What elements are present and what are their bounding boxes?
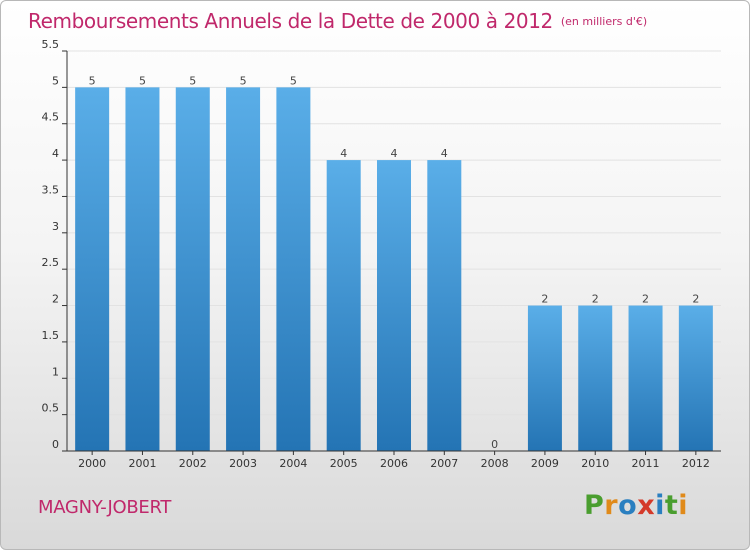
bar-2003 [226, 87, 261, 451]
y-tick-label: 2.5 [42, 256, 60, 269]
y-tick-label: 1.5 [42, 329, 60, 342]
bar-2009 [527, 305, 562, 451]
y-tick-label: 4.5 [42, 111, 60, 124]
y-tick-label: 2 [52, 293, 59, 306]
logo-letter: P [584, 490, 605, 521]
x-tick-label: 2011 [632, 457, 660, 470]
value-label: 5 [89, 74, 96, 87]
x-tick-label: 2010 [581, 457, 609, 470]
x-tick-label: 2006 [380, 457, 408, 470]
x-tick-label: 2012 [682, 457, 710, 470]
chart-subtitle: (en milliers d'€) [560, 15, 648, 28]
x-tick-label: 2001 [128, 457, 156, 470]
y-tick-label: 3.5 [42, 183, 60, 196]
proxiti-logo: Proxiti [584, 490, 688, 521]
logo-letter: r [604, 490, 619, 521]
x-tick-label: 2008 [481, 457, 509, 470]
labels: 0 0.5 1 1.5 2 2.5 3 3.5 4 4.5 5 5.5 5 2000 5 2001 5 2002 5… [42, 38, 710, 470]
x-tick-label: 2003 [229, 457, 257, 470]
bar-2011 [628, 305, 663, 451]
value-label: 2 [642, 293, 649, 306]
x-tick-label: 2005 [330, 457, 358, 470]
x-tick-label: 2004 [279, 457, 307, 470]
value-label: 5 [139, 74, 146, 87]
bar-2002 [175, 87, 210, 451]
value-label: 5 [240, 74, 247, 87]
x-tick-label: 2009 [531, 457, 559, 470]
bar-2007 [427, 160, 462, 451]
x-tick-label: 2002 [179, 457, 207, 470]
value-label: 0 [491, 438, 498, 451]
y-tick-label: 4 [52, 147, 59, 160]
value-label: 4 [441, 147, 448, 160]
bar-2000 [75, 87, 110, 451]
bar-2010 [578, 305, 613, 451]
axes [62, 50, 721, 455]
value-label: 4 [391, 147, 398, 160]
y-tick-label: 0 [52, 438, 59, 451]
bar-2001 [125, 87, 160, 451]
y-tick-label: 5.5 [42, 38, 60, 51]
logo-letter: t [664, 490, 679, 521]
logo-letter: i [655, 490, 665, 521]
y-tick-label: 1 [52, 365, 59, 378]
bar-2005 [326, 160, 361, 451]
city-name: MAGNY-JOBERT [38, 497, 172, 518]
y-tick-label: 0.5 [42, 402, 60, 415]
x-tick-label: 2007 [430, 457, 458, 470]
value-label: 5 [189, 74, 196, 87]
bars [75, 87, 713, 451]
title-row: Remboursements Annuels de la Dette de 20… [28, 9, 647, 33]
y-tick-label: 5 [52, 74, 59, 87]
chart-title: Remboursements Annuels de la Dette de 20… [28, 9, 553, 33]
logo-letter: i [678, 490, 689, 521]
value-label: 5 [290, 74, 297, 87]
bar-2006 [377, 160, 411, 451]
value-label: 4 [340, 147, 347, 160]
logo-letter: o [618, 490, 638, 521]
value-label: 2 [692, 293, 699, 306]
bar-2004 [276, 87, 311, 451]
x-tick-label: 2000 [78, 457, 106, 470]
y-tick-label: 3 [52, 220, 59, 233]
logo-letter: x [637, 490, 656, 521]
value-label: 2 [592, 293, 599, 306]
value-label: 2 [541, 293, 548, 306]
bar-2012 [678, 305, 713, 451]
